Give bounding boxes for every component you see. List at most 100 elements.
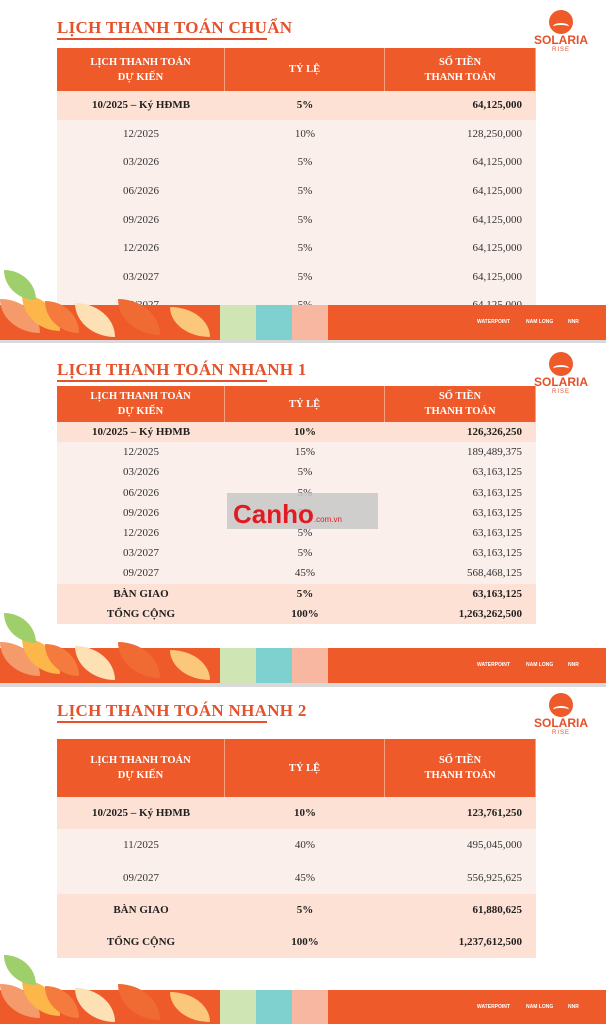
table-cell: 10% (294, 426, 316, 439)
table-row: 11/2025 40% 495,045,000 (57, 829, 536, 862)
table-cell: 64,125,000 (472, 185, 523, 198)
header-line: THANH TOÁN (424, 770, 496, 781)
header-line: TỶ LỆ (288, 64, 321, 75)
slide-title: LỊCH THANH TOÁN NHANH 2 (57, 701, 307, 720)
table-cell: 06/2026 (122, 486, 160, 499)
table-cell: 64,125,000 (472, 99, 523, 112)
table-cell: 5% (297, 466, 313, 479)
partner-logo: WATERPOINT (477, 662, 510, 668)
leaf-decoration (4, 270, 36, 300)
partner-logo: NAM LONG (526, 1004, 554, 1010)
table-cell: 45% (294, 567, 316, 580)
table-cell: 12/2026 (122, 242, 160, 255)
table-row: 12/2026 5% 64,125,000 (57, 233, 536, 263)
table-cell: 63,163,125 (472, 506, 523, 519)
table-cell: 64,125,000 (472, 156, 523, 169)
wave-decoration (256, 990, 292, 1024)
table-cell: 126,326,250 (467, 426, 522, 439)
table-row: TỔNG CỘNG 100% 1,263,262,500 (57, 603, 536, 624)
table-cell: 64,125,000 (472, 213, 523, 226)
table-cell: 03/2027 (122, 547, 160, 560)
logo-sub: RISE (551, 47, 570, 53)
table-cell: TỔNG CỘNG (106, 607, 176, 620)
table-cell: 1,237,612,500 (458, 936, 522, 949)
table-cell: 03/2026 (122, 466, 160, 479)
logo: SOLARIA RISE (530, 693, 592, 736)
leaf-decoration (75, 646, 115, 680)
leaf-decoration (170, 650, 210, 680)
table-row: 03/2027 5% 63,163,125 (57, 543, 536, 564)
header-cell: TỶ LỆ (225, 386, 385, 422)
wave-decoration (220, 648, 256, 683)
table-cell: TỔNG CỘNG (106, 936, 176, 949)
logo: SOLARIA RISE (530, 352, 592, 395)
wave-decoration (220, 990, 256, 1024)
header-line: DỰ KIẾN (117, 71, 164, 83)
table-cell: 5% (297, 213, 313, 226)
footer-band: WATERPOINT NAM LONG NNR (0, 638, 606, 683)
logo-sub: RISE (551, 389, 570, 395)
header-cell: SỐ TIỀN THANH TOÁN (385, 48, 536, 91)
slide-title: LỊCH THANH TOÁN CHUẨN (57, 18, 293, 37)
wave-decoration (292, 990, 328, 1024)
table-row: 12/2025 10% 128,250,000 (57, 119, 536, 149)
wave-decoration (256, 305, 292, 340)
table-cell: BÀN GIAO (113, 904, 169, 917)
table-cell: 5% (296, 99, 314, 112)
table-cell: 10% (294, 807, 316, 820)
table-cell: 12/2026 (122, 527, 160, 540)
table-cell: 09/2026 (122, 213, 160, 226)
partner-logo: WATERPOINT (477, 1004, 510, 1010)
title-underline (57, 380, 267, 382)
slide: LỊCH THANH TOÁN NHANH 2 SOLARIA RISE LỊCH T… (0, 687, 606, 1024)
table-cell: 5% (296, 904, 314, 917)
logo-mark (549, 352, 573, 376)
leaf-decoration (118, 984, 160, 1020)
header-cell: LỊCH THANH TOÁN DỰ KIẾN (57, 386, 225, 422)
table-row: TỔNG CỘNG 100% 1,237,612,500 (57, 926, 536, 959)
partner-logo: NAM LONG (526, 319, 554, 325)
table-cell: 5% (297, 270, 313, 283)
header-cell: TỶ LỆ (225, 739, 385, 797)
table-cell: 5% (297, 242, 313, 255)
header-line: THANH TOÁN (424, 406, 496, 417)
table-cell: 100% (291, 936, 319, 949)
table-cell: 63,163,125 (472, 587, 523, 600)
slide-title: LỊCH THANH TOÁN NHANH 1 (57, 360, 307, 379)
slide: LỊCH THANH TOÁN NHANH 1 SOLARIA RISE LỊCH T… (0, 343, 606, 683)
logo-name: SOLARIA (534, 716, 588, 730)
header-line: THANH TOÁN (424, 71, 496, 83)
table-cell: 100% (291, 607, 319, 620)
title-underline (57, 721, 267, 723)
partner-logo: NNR (568, 319, 579, 325)
table-cell: 5% (297, 185, 313, 198)
table-cell: 556,925,625 (467, 871, 522, 884)
header-line: DỰ KIẾN (117, 770, 164, 781)
table-cell: 11/2025 (123, 839, 159, 852)
table-cell: 1,263,262,500 (458, 607, 522, 620)
table-cell: BÀN GIAO (113, 587, 169, 600)
header-cell: SỐ TIỀN THANH TOÁN (385, 386, 536, 422)
leaf-decoration (4, 613, 36, 643)
table-row: 10/2025 – Ký HĐMB 5% 64,125,000 (57, 91, 536, 120)
header-line: SỐ TIỀN (438, 755, 482, 766)
table-cell: 128,250,000 (467, 127, 522, 140)
header-cell: TỶ LỆ (225, 48, 385, 91)
table-row: BÀN GIAO 5% 63,163,125 (57, 583, 536, 604)
table-row: 09/2027 45% 556,925,625 (57, 861, 536, 894)
table-cell: 5% (297, 527, 313, 540)
header-cell: LỊCH THANH TOÁN DỰ KIẾN (57, 739, 225, 797)
table-row: 03/2026 5% 64,125,000 (57, 148, 536, 177)
wave-decoration (292, 648, 328, 683)
header-cell: SỐ TIỀN THANH TOÁN (385, 739, 536, 797)
table-cell: 03/2027 (122, 270, 160, 283)
table-cell: 45% (294, 871, 316, 884)
logo-name: SOLARIA (534, 375, 588, 389)
table-cell: 10/2025 – Ký HĐMB (91, 99, 191, 112)
table-cell: 10/2025 – Ký HĐMB (91, 807, 191, 820)
watermark: Canho .com.vn (227, 493, 378, 529)
leaf-decoration (75, 988, 115, 1022)
table-cell: 09/2027 (122, 567, 160, 580)
table-cell: 10/2025 – Ký HĐMB (91, 426, 191, 439)
